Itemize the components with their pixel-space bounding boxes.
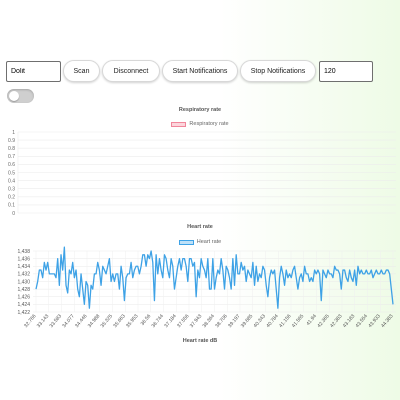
notification-count-input[interactable] [319, 60, 373, 82]
heart-x-tick-label: 37.943 [189, 313, 204, 329]
heart-x-tick-label: 43.554 [355, 313, 370, 329]
scan-button[interactable]: Scan [63, 60, 100, 82]
heart-y-tick-label: 1,438 [17, 249, 30, 255]
heart-x-tick-label: 35.953 [125, 313, 140, 329]
respiratory-y-tick-label: 0.1 [8, 203, 15, 209]
heart-x-tick-label: 41.565 [291, 313, 306, 329]
respiratory-legend-label: Respiratory rate [189, 121, 229, 127]
respiratory-chart: 1 0.9 0.8 0.7 0.6 0.5 0.4 0.3 0.2 0.1 0 [8, 130, 396, 217]
heart-x-tick-label: 34.077 [61, 313, 76, 329]
toolbar: Scan Disconnect Start Notifications Stop… [6, 60, 373, 82]
respiratory-y-tick-label: 0.6 [8, 162, 15, 168]
respiratory-legend[interactable]: Respiratory rate [0, 121, 400, 127]
heart-x-tick-label: 44.383 [380, 313, 395, 329]
heart-y-tick-label: 1,436 [17, 256, 30, 262]
heart-x-tick-label: 34.446 [74, 313, 89, 329]
heart-x-tick-label: 43.183 [342, 313, 357, 329]
respiratory-y-tick-label: 0.8 [8, 146, 15, 152]
respiratory-chart-title: Respiratory rate [178, 107, 222, 113]
respiratory-y-tick-label: 1 [12, 130, 15, 136]
respiratory-y-tick-label: 0.7 [8, 154, 15, 160]
respiratory-y-tick-label: 0.9 [8, 138, 15, 144]
heart-x-tick-label: 39.685 [240, 313, 255, 329]
heart-x-tick-label: 38.364 [202, 313, 217, 329]
device-name-input[interactable] [6, 60, 61, 82]
heart-y-tick-label: 1,424 [17, 302, 30, 308]
heart-y-tick-label: 1,428 [17, 287, 30, 293]
heart-chart-title: Heart rate [187, 224, 213, 230]
respiratory-y-tick-label: 0.3 [8, 187, 15, 193]
toggle-knob [9, 91, 19, 101]
start-notifications-button[interactable]: Start Notifications [162, 60, 238, 82]
stop-notifications-button[interactable]: Stop Notifications [240, 60, 316, 82]
heart-legend-swatch [178, 239, 194, 245]
heart-x-tick-label: 38.706 [214, 313, 229, 329]
heart-x-tick-label: 42.365 [316, 313, 331, 329]
heart-x-tick-label: 37.184 [163, 313, 178, 329]
heart-x-tick-label: 40.343 [253, 313, 268, 329]
respiratory-legend-swatch [171, 121, 187, 127]
heart-y-tick-label: 1,432 [17, 272, 30, 278]
heart-y-tick-label: 1,430 [17, 279, 30, 285]
heart-x-tick-label: 39.197 [227, 313, 242, 329]
toggle-switch[interactable] [7, 89, 34, 103]
heart-x-axis-label: Heart rate dB [182, 338, 218, 344]
heart-x-tick-label: 33.143 [36, 313, 51, 329]
respiratory-y-tick-label: 0.4 [8, 178, 15, 184]
respiratory-y-tick-label: 0.2 [8, 195, 15, 201]
heart-legend-label: Heart rate [196, 239, 222, 245]
heart-x-tick-label: 36.744 [151, 313, 166, 329]
heart-x-tick-label: 34.988 [87, 313, 102, 329]
heart-legend[interactable]: Heart rate [0, 239, 400, 245]
respiratory-y-tick-label: 0 [12, 211, 15, 217]
heart-y-tick-label: 1,422 [17, 310, 30, 316]
heart-x-tick-label: 40.784 [265, 313, 280, 329]
heart-x-tick-label: 43.933 [367, 313, 382, 329]
heart-rate-series-line [35, 246, 394, 309]
heart-y-tick-label: 1,434 [17, 264, 30, 270]
heart-x-tick-label: 35.325 [100, 313, 115, 329]
respiratory-y-tick-label: 0.5 [8, 170, 15, 176]
heart-y-tick-label: 1,426 [17, 295, 30, 301]
heart-x-tick-label: 41.156 [278, 313, 293, 329]
heart-x-tick-label: 42.383 [329, 313, 344, 329]
heart-x-tick-label: 37.556 [176, 313, 191, 329]
heart-x-tick-label: 33.583 [49, 313, 64, 329]
disconnect-button[interactable]: Disconnect [102, 60, 160, 82]
heart-x-tick-label: 35.663 [112, 313, 127, 329]
